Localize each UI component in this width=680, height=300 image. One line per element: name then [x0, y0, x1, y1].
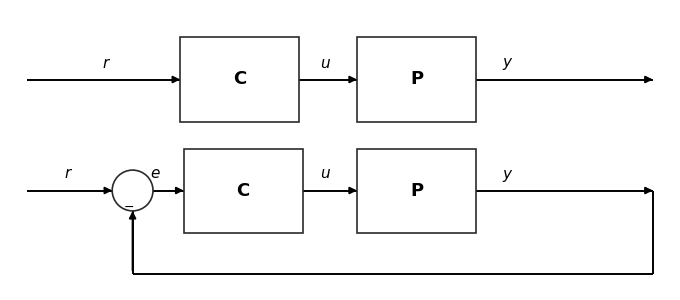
Text: y: y	[502, 56, 511, 70]
Text: u: u	[320, 56, 330, 70]
Bar	[184, 148, 303, 232]
Bar	[357, 38, 476, 122]
Text: e: e	[150, 167, 160, 182]
Text: r: r	[65, 167, 71, 182]
Text: P: P	[410, 70, 423, 88]
Text: y: y	[502, 167, 511, 182]
Text: u: u	[320, 167, 330, 182]
Text: P: P	[410, 182, 423, 200]
Bar	[180, 38, 299, 122]
Text: C: C	[233, 70, 246, 88]
Text: r: r	[102, 56, 109, 70]
Text: −: −	[124, 200, 135, 214]
Bar	[357, 148, 476, 232]
Text: C: C	[237, 182, 250, 200]
